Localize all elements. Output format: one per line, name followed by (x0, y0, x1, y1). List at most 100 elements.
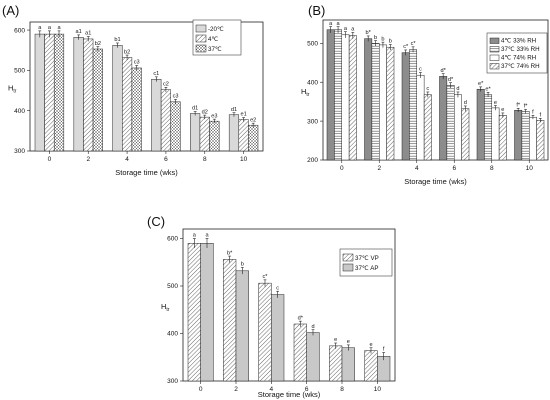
legend-swatch (489, 46, 500, 53)
x-tick-label: 6 (452, 165, 456, 172)
data-label: a1 (85, 31, 91, 37)
data-label: d* (441, 68, 447, 74)
legend-swatch (489, 54, 500, 61)
bar (151, 78, 162, 152)
panel-label: (A) (2, 3, 19, 18)
legend-entry: 37℃ 33% RH (501, 46, 540, 53)
data-label: d (464, 100, 467, 106)
legend-swatch (489, 63, 500, 70)
bar (326, 29, 335, 161)
data-label: a (57, 25, 61, 31)
data-label: d1 (231, 107, 237, 113)
bar (122, 57, 133, 152)
y-tick-label: 600 (167, 236, 178, 243)
bar (44, 33, 55, 152)
bar (529, 116, 537, 161)
bar (209, 120, 220, 152)
bar (341, 34, 350, 161)
data-label: e (494, 100, 497, 106)
data-label: e (347, 339, 350, 345)
legend-entry: 37℃ AP (355, 265, 378, 272)
legend-entry: 37℃ VP (355, 255, 379, 262)
bar (293, 323, 307, 382)
legend-swatch (342, 253, 354, 262)
x-tick-label: 10 (526, 165, 534, 172)
data-label: b1 (114, 37, 120, 43)
x-tick-label: 6 (164, 156, 168, 163)
y-tick-label: 500 (14, 68, 25, 75)
data-label: b (389, 39, 392, 45)
plot-frame (29, 21, 264, 152)
x-tick-label: 4 (270, 386, 274, 393)
legend-entry: 4℃ 33% RH (501, 38, 536, 45)
bar (364, 38, 373, 161)
y-tick-label: 500 (167, 283, 178, 290)
bar (199, 116, 210, 152)
bar (439, 76, 448, 161)
bar (83, 38, 94, 152)
data-label: f* (524, 104, 529, 110)
x-tick-label: 0 (340, 165, 344, 172)
x-tick-label: 0 (48, 156, 52, 163)
data-label: c* (263, 274, 269, 280)
data-label: e1 (240, 112, 246, 118)
x-tick-label: 2 (377, 165, 381, 172)
bar (409, 49, 418, 161)
bar (73, 37, 84, 152)
y-axis-label: Htr (301, 87, 310, 98)
y-tick-label: 200 (307, 157, 318, 164)
legend-swatch (489, 37, 500, 44)
data-label: d* (298, 315, 304, 321)
bar (446, 85, 455, 161)
bar (248, 124, 259, 152)
x-axis-label: Storage time (wks) (404, 177, 467, 186)
bar (329, 345, 343, 382)
data-label: b2 (124, 49, 130, 55)
x-tick-label: 0 (199, 386, 203, 393)
bar (461, 108, 470, 161)
bar (306, 332, 320, 382)
data-label: e (334, 337, 337, 343)
bar (341, 347, 355, 382)
bar (514, 109, 523, 161)
data-label: d (456, 86, 459, 92)
data-label: a (344, 26, 348, 32)
y-axis-label: Htr (8, 84, 17, 95)
plot-frame (182, 228, 396, 382)
y-tick-label: 500 (307, 41, 318, 48)
legend-swatch (195, 34, 207, 43)
x-axis-label: Storage time (wks) (258, 390, 321, 399)
bar (334, 29, 343, 161)
data-label: a (351, 27, 355, 33)
data-label: b* (227, 250, 233, 256)
bar (53, 33, 65, 152)
data-label: f* (516, 102, 521, 108)
bar (34, 33, 45, 152)
data-label: d* (448, 77, 454, 83)
legend-entry: 37℃ (208, 46, 222, 53)
bar (521, 111, 530, 161)
data-label: c (419, 67, 422, 73)
bar (364, 350, 378, 382)
bar (160, 89, 171, 152)
bar (200, 243, 214, 382)
data-label: c* (403, 44, 409, 50)
data-label: a (205, 233, 209, 239)
bar (228, 114, 240, 152)
x-tick-label: 6 (305, 386, 309, 393)
bar (238, 119, 249, 152)
legend-swatch (195, 44, 207, 53)
bar (271, 294, 285, 382)
y-tick-label: 300 (167, 378, 178, 385)
data-label: c* (411, 41, 417, 47)
data-label: b (374, 35, 377, 41)
legend-swatch (342, 263, 354, 272)
bar (190, 113, 201, 152)
data-label: a (48, 25, 52, 31)
bar (187, 243, 201, 382)
bar (454, 94, 462, 161)
panel-c: (C) 300 400 500 600 Htr Storage time (wks) 0 a a 2… (147, 214, 396, 399)
